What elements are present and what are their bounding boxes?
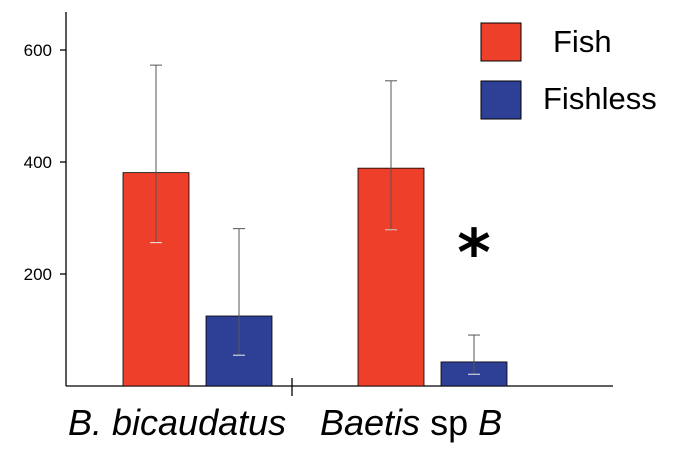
legend-swatch-fishless [480,80,522,120]
x-tick-label-0-italic: B. bicaudatus [68,402,287,443]
annotations: * [457,217,490,291]
x-tick-label-0: B. bicaudatus [68,402,286,444]
y-tick-label: 400 [24,153,52,172]
x-tick-label-1-roman: sp [420,402,479,443]
legend-swatch-fish [480,22,522,62]
x-tick-label-1-italic: Baetis [320,402,421,443]
legend-label-fish: Fish [553,24,612,59]
legend: Fish Fishless [480,22,657,120]
x-tick-label-1-italic2: B [478,402,503,443]
bars [122,167,508,387]
significance-asterisk: * [457,217,490,291]
y-tick-label: 200 [24,265,52,284]
error-bars [150,64,480,375]
legend-label-fishless: Fishless [543,81,657,116]
y-ticks: 200 400 600 [24,41,66,284]
y-tick-label: 600 [24,41,52,60]
x-tick-label-1: Baetis sp B [320,402,502,444]
